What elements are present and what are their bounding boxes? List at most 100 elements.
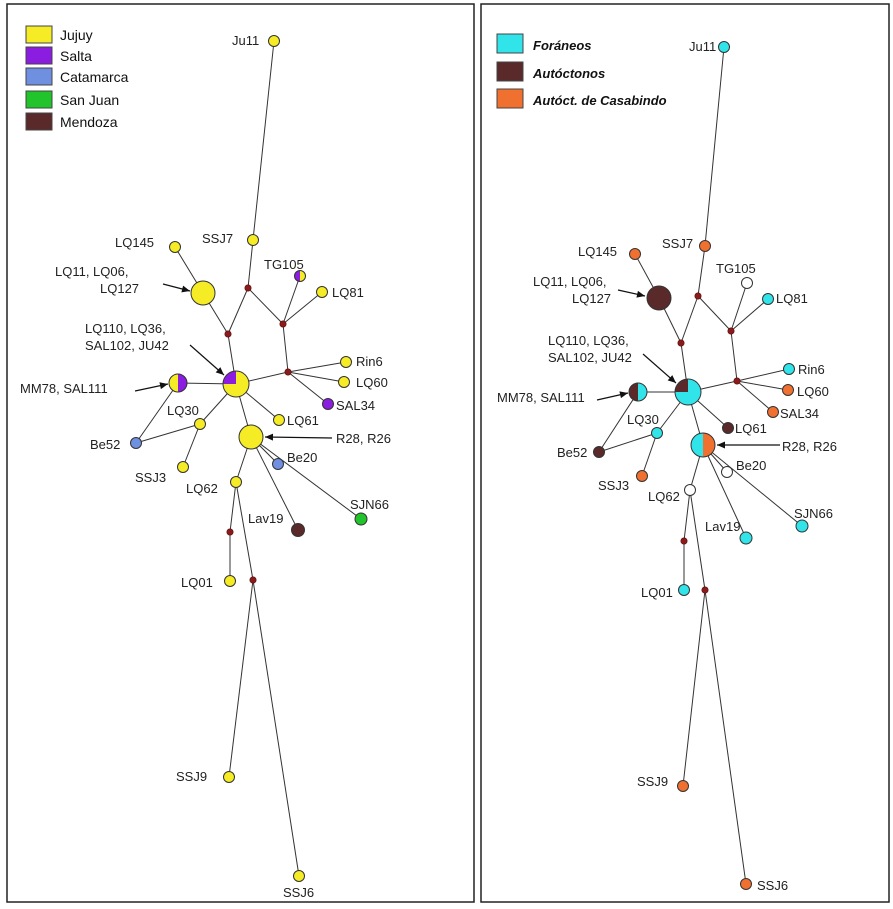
median-vector xyxy=(279,320,287,328)
lq110-node xyxy=(674,378,702,406)
label-lq11-line1-r: LQ11, LQ06, xyxy=(533,274,606,289)
label-ssj3-r: SSJ3 xyxy=(598,478,629,493)
median-vectors xyxy=(677,292,741,594)
legend-label-salta: Salta xyxy=(60,48,92,64)
lq30-node xyxy=(651,427,663,439)
label-ssj6: SSJ6 xyxy=(283,885,314,900)
arrow-r28 xyxy=(264,433,333,441)
legend-swatch-san-juan xyxy=(25,90,53,109)
arrow-lq110 xyxy=(189,344,225,376)
tg105-node xyxy=(741,277,753,289)
ssj3-node xyxy=(177,461,189,473)
lq145-node xyxy=(629,248,641,260)
be52-node xyxy=(130,437,142,449)
label-lq11-line2: LQ127 xyxy=(100,281,139,296)
label-lq60-r: LQ60 xyxy=(797,384,829,399)
label-ju11-r: Ju11 xyxy=(689,39,716,54)
ssj9-node xyxy=(677,780,689,792)
legend-swatch-casabindo xyxy=(496,88,524,109)
label-rin6: Rin6 xyxy=(356,354,383,369)
legend-label-san-juan: San Juan xyxy=(60,92,119,108)
ssj7-node xyxy=(699,240,711,252)
arrow-mm78 xyxy=(134,382,169,392)
ssj9-node xyxy=(223,771,235,783)
label-r28-r: R28, R26 xyxy=(782,439,837,454)
label-mm78-r: MM78, SAL111 xyxy=(497,390,585,405)
network-edges xyxy=(135,40,362,877)
ssj7-node xyxy=(247,234,259,246)
ju11-node xyxy=(718,41,730,53)
lq62-node xyxy=(230,476,242,488)
label-lq60: LQ60 xyxy=(356,375,388,390)
right-legend: Foráneos Autóctonos Autóct. de Casabindo xyxy=(496,33,667,109)
label-rin6-r: Rin6 xyxy=(798,362,825,377)
be52-node xyxy=(593,446,605,458)
legend-label-autoctonos: Autóctonos xyxy=(532,66,605,81)
median-vector xyxy=(224,330,232,338)
lq01-node xyxy=(678,584,690,596)
legend-swatch-salta xyxy=(25,46,53,65)
label-lq30: LQ30 xyxy=(167,403,199,418)
sjn66-node xyxy=(795,519,809,533)
label-sjn66: SJN66 xyxy=(350,497,389,512)
label-lav19-r: Lav19 xyxy=(705,519,740,534)
right-network xyxy=(593,41,809,890)
mm78-node xyxy=(628,382,648,402)
label-ssj6-r: SSJ6 xyxy=(757,878,788,893)
lq30-node xyxy=(194,418,206,430)
legend-label-foraneos: Foráneos xyxy=(533,38,592,53)
legend-swatch-mendoza xyxy=(25,112,53,131)
legend-label-casabindo: Autóct. de Casabindo xyxy=(532,93,667,108)
label-lav19: Lav19 xyxy=(248,511,283,526)
network-edges xyxy=(598,46,803,885)
median-vector xyxy=(284,368,292,376)
label-lq01: LQ01 xyxy=(181,575,213,590)
label-tg105-r: TG105 xyxy=(716,261,756,276)
lav19-node xyxy=(739,531,753,545)
legend-label-jujuy: Jujuy xyxy=(60,27,93,43)
label-lq145: LQ145 xyxy=(115,235,154,250)
label-ju11: Ju11 xyxy=(232,33,259,48)
legend-swatch-catamarca xyxy=(25,67,53,86)
lq11-node xyxy=(190,280,216,306)
arrow-lq11-r xyxy=(617,289,646,298)
left-network xyxy=(130,35,368,882)
median-vector xyxy=(226,528,234,536)
sal34-node xyxy=(322,398,334,410)
sal34-node xyxy=(767,406,779,418)
label-be52: Be52 xyxy=(90,437,120,452)
rin6-node xyxy=(783,363,795,375)
left-panel-frame xyxy=(6,3,475,903)
ssj3-node xyxy=(636,470,648,482)
r28-node xyxy=(238,424,264,450)
left-legend: Jujuy Salta Catamarca San Juan Mendoza xyxy=(25,25,129,131)
label-lq11-line2-r: LQ127 xyxy=(572,291,611,306)
be20-node xyxy=(272,458,284,470)
r28-node xyxy=(690,432,716,458)
median-vectors xyxy=(224,284,292,584)
label-tg105: TG105 xyxy=(264,257,304,272)
median-vector xyxy=(244,284,252,292)
label-lq81-r: LQ81 xyxy=(776,291,808,306)
be20-node xyxy=(721,466,733,478)
lq145-node xyxy=(169,241,181,253)
label-lq110-line1: LQ110, LQ36, xyxy=(85,321,166,336)
label-be20: Be20 xyxy=(287,450,317,465)
arrow-mm78-r xyxy=(596,391,629,401)
sjn66-node xyxy=(354,512,368,526)
label-ssj7-r: SSJ7 xyxy=(662,236,693,251)
label-lq81: LQ81 xyxy=(332,285,364,300)
median-vector xyxy=(694,292,702,300)
label-r28: R28, R26 xyxy=(336,431,391,446)
lq81-node xyxy=(316,286,328,298)
right-panel-frame xyxy=(480,3,890,903)
right-labels: Ju11 SSJ7 LQ145 TG105 LQ11, LQ06, LQ127 … xyxy=(497,39,837,893)
lq01-node xyxy=(224,575,236,587)
median-vector xyxy=(701,586,709,594)
lq61-node xyxy=(273,414,285,426)
label-lq62: LQ62 xyxy=(186,481,218,496)
label-lq145-r: LQ145 xyxy=(578,244,617,259)
ssj6-node xyxy=(293,870,305,882)
rin6-node xyxy=(340,356,352,368)
